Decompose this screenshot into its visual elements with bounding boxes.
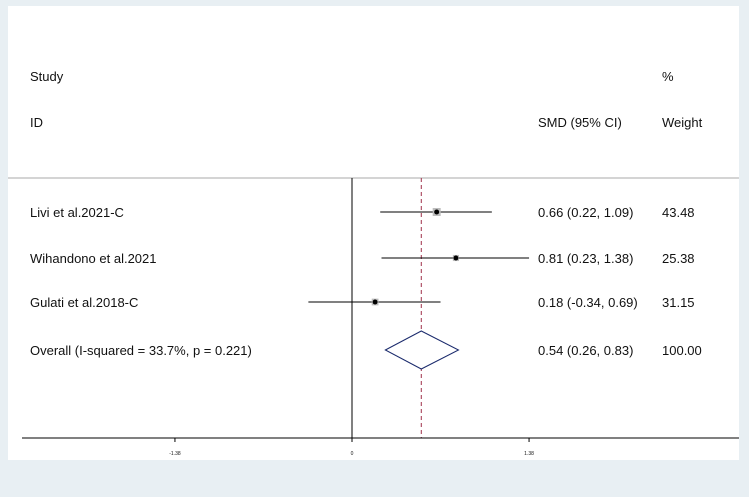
- point-estimate-1: [434, 209, 440, 215]
- header-effect: SMD (95% CI): [538, 115, 622, 130]
- study-label-1: Livi et al.2021-C: [30, 205, 124, 220]
- overall-row: Overall (I-squared = 33.7%, p = 0.221) 0…: [30, 330, 702, 370]
- overall-ci-text: 0.54 (0.26, 0.83): [538, 343, 633, 358]
- point-estimate-2: [453, 255, 459, 261]
- weight-text-2: 25.38: [662, 251, 695, 266]
- study-row-1: Livi et al.2021-C 0.66 (0.22, 1.09) 43.4…: [30, 205, 695, 220]
- weight-text-1: 43.48: [662, 205, 695, 220]
- ci-text-1: 0.66 (0.22, 1.09): [538, 205, 633, 220]
- study-label-2: Wihandono et al.2021: [30, 251, 156, 266]
- study-row-2: Wihandono et al.2021 0.81 (0.23, 1.38) 2…: [30, 251, 695, 266]
- header-weight: Weight: [662, 115, 703, 130]
- ci-text-2: 0.81 (0.23, 1.38): [538, 251, 633, 266]
- x-tick-label-1: -1.38: [169, 451, 181, 457]
- overall-weight-text: 100.00: [662, 343, 702, 358]
- plot-panel: [8, 6, 739, 460]
- ci-text-3: 0.18 (-0.34, 0.69): [538, 295, 638, 310]
- x-tick-label-2: 0: [351, 451, 354, 457]
- overall-label: Overall (I-squared = 33.7%, p = 0.221): [30, 343, 252, 358]
- x-tick-label-3: 1.38: [524, 451, 534, 457]
- header-percent: %: [662, 69, 674, 84]
- header-study: Study: [30, 69, 64, 84]
- header-id: ID: [30, 115, 43, 130]
- overall-diamond: [384, 330, 460, 370]
- point-estimate-3: [372, 299, 378, 305]
- weight-text-3: 31.15: [662, 295, 695, 310]
- study-label-3: Gulati et al.2018-C: [30, 295, 138, 310]
- x-ticks: -1.38 0 1.38: [169, 438, 534, 457]
- study-row-3: Gulati et al.2018-C 0.18 (-0.34, 0.69) 3…: [30, 295, 695, 310]
